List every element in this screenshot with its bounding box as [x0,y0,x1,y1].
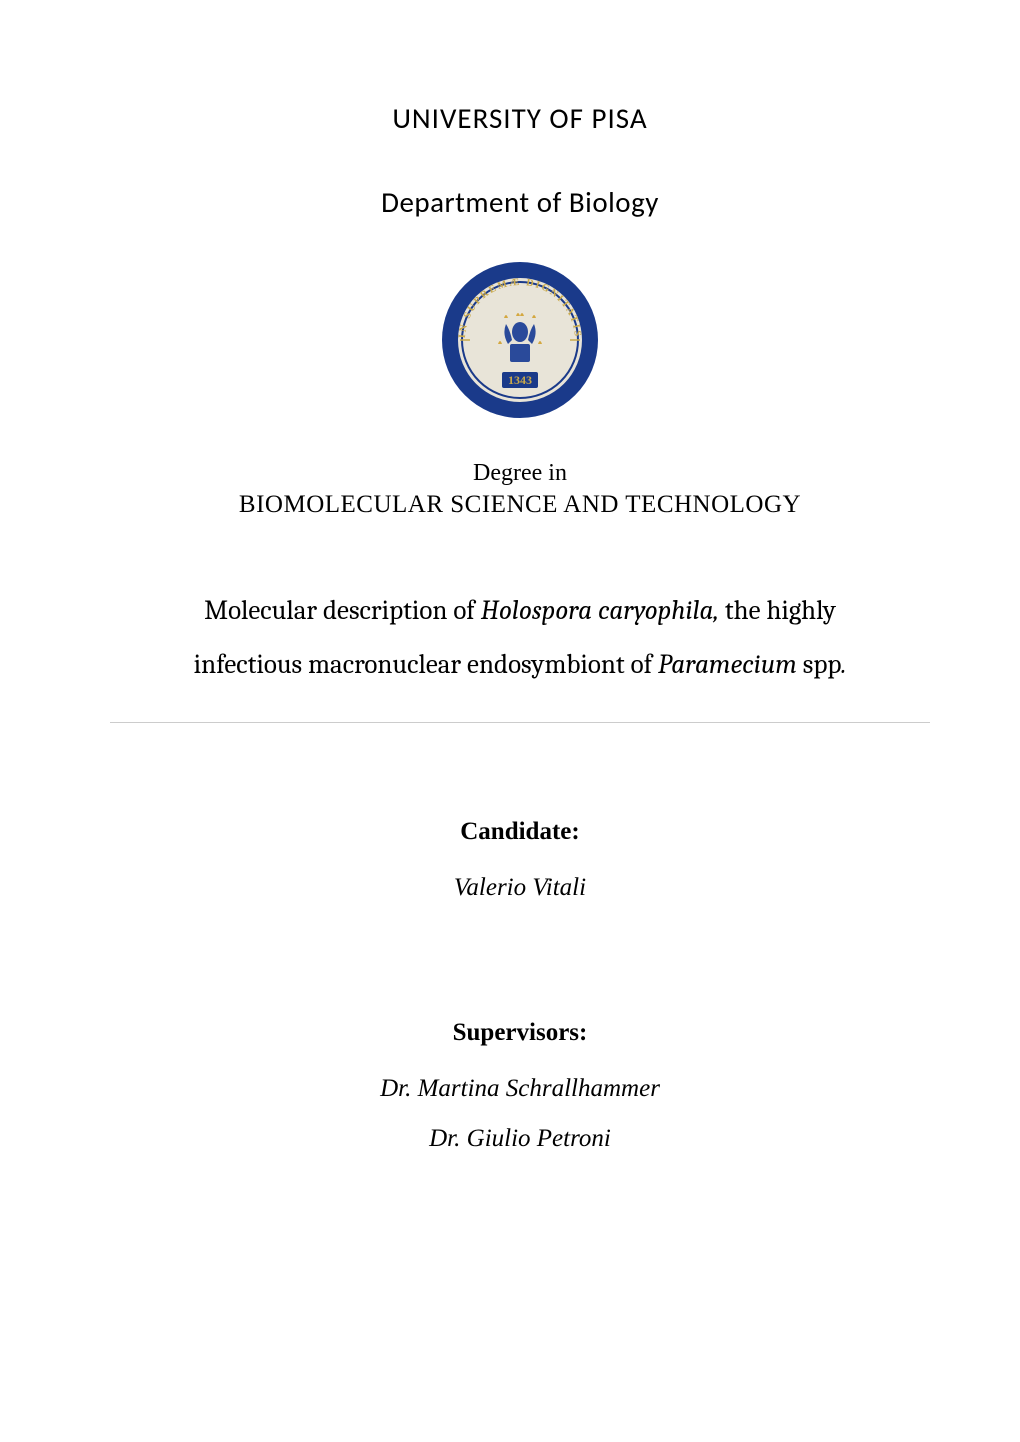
degree-label: Degree in [473,460,567,487]
title-segment-italic: Holospora caryophila, [481,595,719,626]
title-segment-italic: . [841,649,846,680]
thesis-title: Molecular description of Holospora caryo… [110,584,930,692]
program-name: BIOMOLECULAR SCIENCE AND TECHNOLOGY [239,491,801,519]
supervisor-name: Dr. Martina Schrallhammer [380,1075,660,1103]
svg-text:1343: 1343 [508,373,532,387]
supervisor-name: Dr. Giulio Petroni [380,1125,660,1153]
department-name: Department of Biology [381,184,659,220]
title-segment-italic: Paramecium [658,649,797,680]
seal-icon: IN SUPREMÆ DIGNITATIS 1343 [440,260,600,420]
title-segment: spp [797,649,842,680]
title-segment: the highly [719,595,836,626]
supervisors-label: Supervisors: [380,1019,660,1047]
title-page: UNIVERSITY OF PISA Department of Biology… [110,100,930,1342]
candidate-label: Candidate: [454,818,586,846]
university-name: UNIVERSITY OF PISA [392,100,647,136]
title-segment: Molecular description of [204,595,481,626]
candidate-name: Valerio Vitali [454,874,586,902]
title-segment: infectious macronuclear endosymbiont of [194,649,658,680]
supervisors-section: Supervisors: Dr. Martina Schrallhammer D… [380,1019,660,1175]
horizontal-divider [110,722,930,723]
candidate-section: Candidate: Valerio Vitali [454,818,586,924]
university-seal: IN SUPREMÆ DIGNITATIS 1343 [440,260,600,425]
